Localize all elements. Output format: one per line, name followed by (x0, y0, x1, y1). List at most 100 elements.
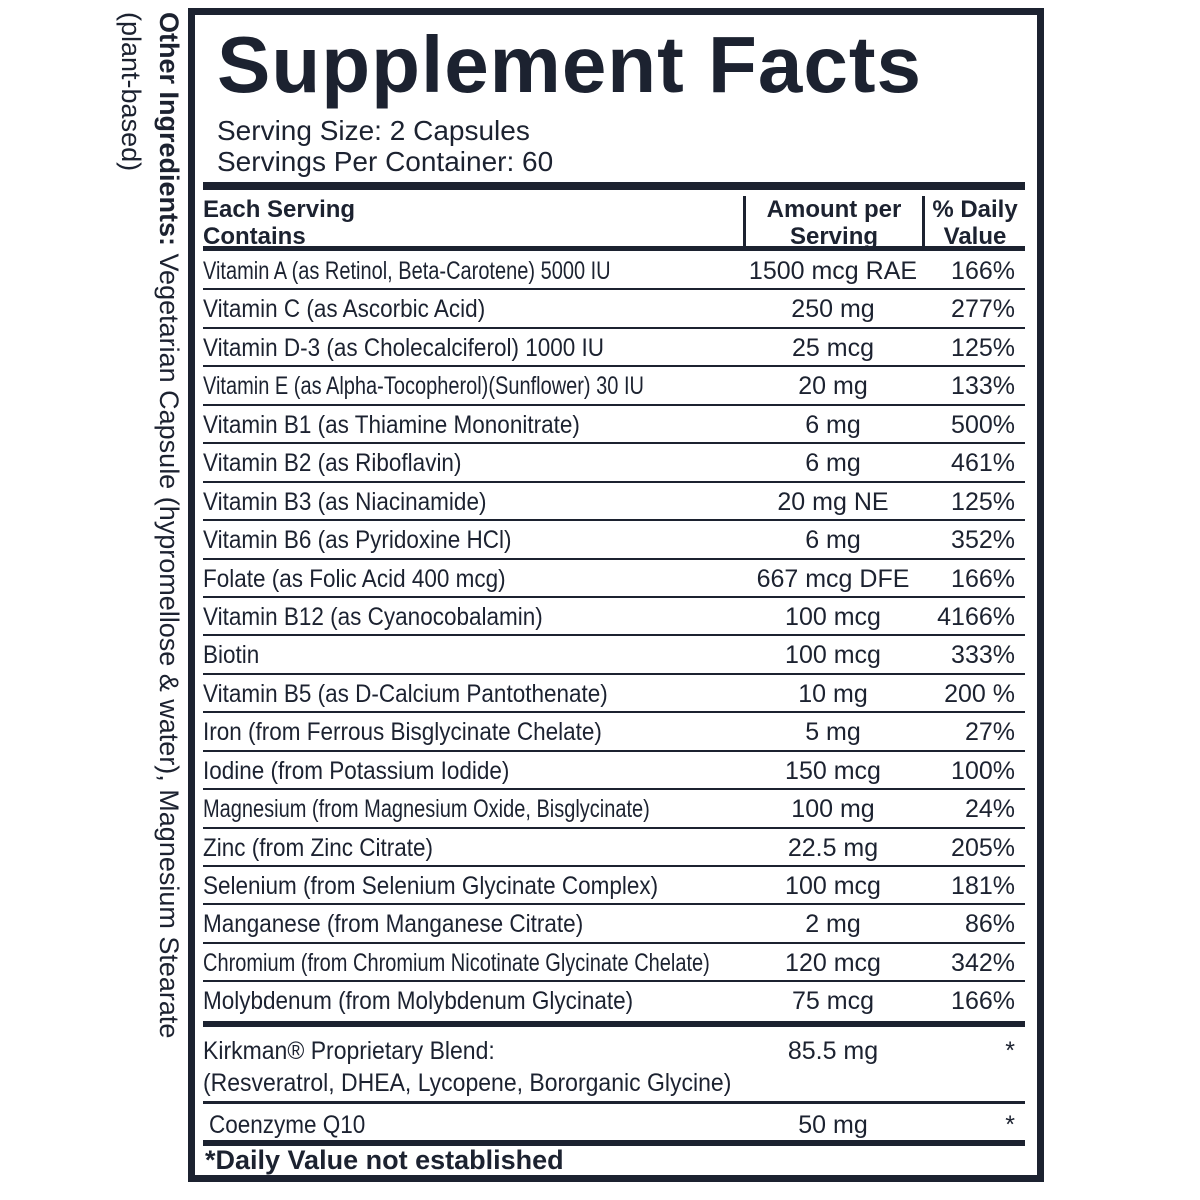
nutrient-name: Iron (from Ferrous Bisglycinate Chelate) (203, 718, 602, 747)
nutrient-daily-value: 181% (951, 872, 1015, 900)
other-ingredients-label: Other Ingredients: (154, 12, 184, 247)
divider (203, 1101, 1025, 1104)
nutrient-daily-value: 125% (951, 333, 1015, 362)
nutrient-name: Zinc (from Zinc Citrate) (203, 833, 434, 862)
nutrient-row: Vitamin B1 (as Thiamine Mononitrate) 6 mg… (203, 406, 1025, 445)
nutrient-amount: 1500 mcg RAE (748, 257, 918, 285)
nutrient-amount: 150 mcg (785, 756, 881, 785)
nutrient-daily-value: 461% (951, 449, 1015, 478)
coq10-amount: 50 mg (798, 1111, 868, 1139)
nutrient-daily-value: 166% (951, 987, 1015, 1016)
nutrient-row: Vitamin B5 (as D-Calcium Pantothenate) 10… (203, 675, 1025, 714)
serving-size: Serving Size: 2 Capsules (217, 115, 530, 146)
blend-amount: 85.5 mg (787, 1037, 879, 1065)
nutrient-daily-value: 500% (951, 410, 1015, 439)
nutrient-name: Vitamin A (as Retinol, Beta-Carotene) 50… (203, 257, 611, 285)
nutrient-daily-value: 86% (964, 910, 1015, 939)
nutrient-name: Vitamin B5 (as D-Calcium Pantothenate) (203, 679, 608, 708)
nutrient-daily-value: 342% (951, 948, 1015, 977)
nutrient-name: Molybdenum (from Molybdenum Glycinate) (203, 987, 634, 1016)
blend-name: Kirkman® Proprietary Blend: (203, 1037, 495, 1065)
nutrient-name: Vitamin C (as Ascorbic Acid) (203, 295, 486, 324)
header-daily-value: % Daily Value (932, 196, 1018, 250)
nutrient-name: Vitamin B12 (as Cyanocobalamin) (203, 602, 543, 631)
blend-dv: * (1005, 1037, 1015, 1065)
divider-thick (203, 1140, 1025, 1146)
nutrient-daily-value: 205% (951, 833, 1015, 862)
servings-per-container: Servings Per Container: 60 (217, 146, 554, 177)
nutrient-daily-value: 200 % (944, 679, 1015, 708)
nutrient-amount: 25 mcg (792, 333, 874, 362)
coq10-dv: * (1005, 1111, 1015, 1139)
nutrient-daily-value: 133% (951, 372, 1015, 401)
table-header: Each Serving Contains Amount per Serving %… (203, 196, 1025, 250)
nutrient-amount: 100 mcg (785, 602, 881, 631)
nutrient-amount: 100 mcg (785, 641, 881, 670)
other-ingredients-note: (plant-based) (116, 12, 146, 172)
nutrient-row: Vitamin E (as Alpha-Tocopherol)(Sunflowe… (203, 367, 1025, 406)
nutrient-row: Folate (as Folic Acid 400 mcg) 667 mcg DF… (203, 560, 1025, 598)
nutrient-row: Vitamin A (as Retinol, Beta-Carotene) 50… (203, 252, 1025, 291)
nutrient-row: Vitamin B3 (as Niacinamide) 20 mg NE 125% (203, 483, 1025, 522)
nutrient-amount: 20 mg NE (777, 487, 889, 516)
nutrient-amount: 75 mcg (792, 987, 874, 1016)
nutrient-name: Folate (as Folic Acid 400 mcg) (203, 564, 506, 593)
nutrient-name: Selenium (from Selenium Glycinate Comple… (203, 872, 659, 900)
nutrient-row: Vitamin B12 (as Cyanocobalamin) 100 mcg 41… (203, 598, 1025, 637)
nutrient-row: Biotin 100 mcg 333% (203, 636, 1025, 675)
nutrient-daily-value: 125% (951, 487, 1015, 516)
divider-thick (203, 1021, 1025, 1027)
header-each-serving: Each Serving Contains (203, 196, 356, 250)
nutrient-amount: 5 mg (805, 718, 861, 747)
footnote: *Daily Value not established (205, 1145, 564, 1175)
nutrient-row: Vitamin C (as Ascorbic Acid) 250 mg 277% (203, 290, 1025, 329)
nutrient-row: Molybdenum (from Molybdenum Glycinate) 75… (203, 982, 1025, 1018)
nutrient-daily-value: 24% (964, 795, 1015, 824)
nutrient-row: Magnesium (from Magnesium Oxide, Bisglyc… (203, 790, 1025, 829)
nutrient-row: Vitamin B6 (as Pyridoxine HCl) 6 mg 352% (203, 521, 1025, 560)
coq10-name: Coenzyme Q10 (209, 1111, 366, 1139)
nutrient-daily-value: 166% (951, 257, 1015, 285)
nutrient-row: Iron (from Ferrous Bisglycinate Chelate)… (203, 713, 1025, 752)
nutrient-name: Vitamin D-3 (as Cholecalciferol) 1000 IU (203, 333, 605, 362)
nutrient-name: Chromium (from Chromium Nicotinate Glyci… (203, 948, 710, 977)
nutrient-name: Manganese (from Manganese Citrate) (203, 910, 584, 939)
nutrient-row: Vitamin D-3 (as Cholecalciferol) 1000 IU… (203, 329, 1025, 368)
nutrient-name: Vitamin E (as Alpha-Tocopherol)(Sunflowe… (203, 372, 644, 401)
divider-thick (203, 182, 1025, 190)
nutrient-amount: 120 mcg (785, 948, 881, 977)
nutrient-row: Manganese (from Manganese Citrate) 2 mg 86… (203, 905, 1025, 944)
proprietary-blend: Kirkman® Proprietary Blend: 85.5 mg * (R… (203, 1035, 1025, 1099)
nutrient-amount: 100 mcg (785, 872, 881, 900)
blend-contents: (Resveratrol, DHEA, Lycopene, Bororganic… (203, 1069, 732, 1097)
nutrient-row: Iodine (from Potassium Iodide) 150 mcg 100… (203, 752, 1025, 791)
nutrient-amount: 6 mg (805, 526, 861, 555)
nutrient-name: Magnesium (from Magnesium Oxide, Bisglyc… (203, 795, 650, 824)
other-ingredients-text: Vegetarian Capsule (hypromellose & water… (154, 246, 184, 1039)
nutrient-amount: 667 mcg DFE (756, 564, 910, 593)
nutrient-amount: 10 mg (798, 679, 868, 708)
nutrient-name: Biotin (203, 641, 260, 670)
nutrient-amount: 6 mg (805, 449, 861, 478)
nutrient-amount: 100 mg (791, 795, 875, 824)
nutrient-row: Chromium (from Chromium Nicotinate Glyci… (203, 944, 1025, 983)
serving-info: Serving Size: 2 Capsules Servings Per Co… (217, 115, 553, 177)
nutrient-amount: 250 mg (791, 295, 875, 324)
nutrient-row: Vitamin B2 (as Riboflavin) 6 mg 461% (203, 444, 1025, 483)
nutrient-amount: 20 mg (798, 372, 868, 401)
nutrient-name: Vitamin B6 (as Pyridoxine HCl) (203, 526, 512, 555)
nutrient-table: Vitamin A (as Retinol, Beta-Carotene) 50… (203, 252, 1025, 1019)
supplement-facts-panel: Supplement Facts Serving Size: 2 Capsule… (188, 8, 1044, 1182)
nutrient-name: Vitamin B1 (as Thiamine Mononitrate) (203, 410, 580, 439)
nutrient-daily-value: 166% (951, 564, 1015, 593)
panel-title: Supplement Facts (217, 20, 923, 109)
nutrient-daily-value: 4166% (937, 602, 1015, 631)
nutrient-daily-value: 277% (951, 295, 1015, 324)
nutrient-name: Vitamin B2 (as Riboflavin) (203, 449, 462, 478)
nutrient-row: Zinc (from Zinc Citrate) 22.5 mg 205% (203, 829, 1025, 867)
nutrient-amount: 22.5 mg (787, 833, 879, 862)
nutrient-amount: 2 mg (805, 910, 861, 939)
divider-header (203, 246, 1025, 251)
nutrient-row: Selenium (from Selenium Glycinate Comple… (203, 867, 1025, 906)
nutrient-daily-value: 27% (964, 718, 1015, 747)
